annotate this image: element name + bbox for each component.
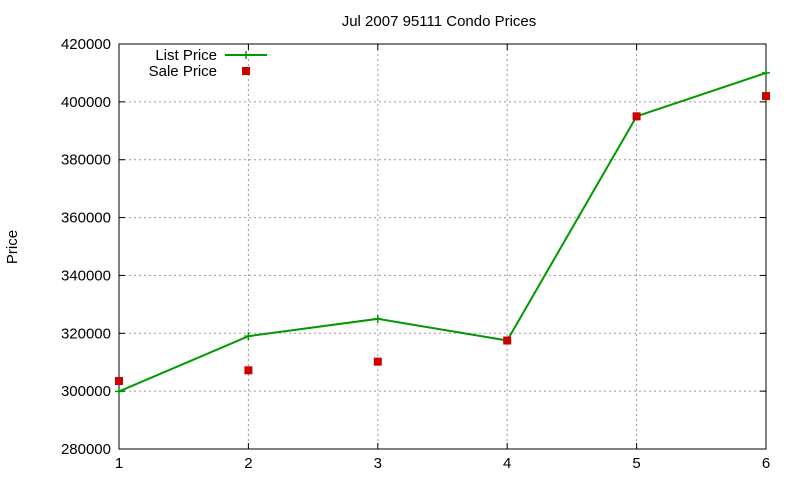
legend-label-list-price: List Price <box>155 47 217 64</box>
y-tick-label: 400000 <box>61 94 111 111</box>
x-tick-label: 3 <box>374 455 382 472</box>
legend-marker-list-price <box>242 51 250 59</box>
y-tick-label: 280000 <box>61 441 111 458</box>
chart-title: Jul 2007 95111 Condo Prices <box>342 13 537 30</box>
x-tick-label: 1 <box>115 455 123 472</box>
sale-price-point <box>115 377 123 386</box>
plot-frame <box>118 43 767 450</box>
sale-price-point <box>632 112 641 121</box>
list-price-point <box>115 387 123 396</box>
sale-price-point <box>244 366 253 375</box>
sale-price-point <box>762 92 770 101</box>
y-tick-label: 420000 <box>61 36 111 53</box>
sale-price-point <box>503 336 512 345</box>
x-tick-label: 4 <box>503 455 511 472</box>
series <box>115 68 770 396</box>
y-tick-label: 360000 <box>61 210 111 227</box>
y-tick-label: 320000 <box>61 325 111 342</box>
sale-price-point <box>373 357 382 366</box>
x-tick-label: 2 <box>244 455 252 472</box>
legend-marker-sale-price <box>242 67 250 75</box>
list-price-point <box>762 68 770 77</box>
y-tick-label: 300000 <box>61 383 111 400</box>
y-tick-label: 340000 <box>61 267 111 284</box>
list-price-line <box>118 71 767 393</box>
list-price-point <box>373 314 382 323</box>
x-tick-label: 5 <box>632 455 640 472</box>
y-tick-label: 380000 <box>61 152 111 169</box>
legend-label-sale-price: Sale Price <box>149 63 217 80</box>
x-tick-label: 6 <box>762 455 770 472</box>
y-axis-label: Price <box>4 230 21 264</box>
axes: 280000 300000 320000 340000 360000 380000 4000… <box>61 36 770 472</box>
list-price-point <box>244 332 253 341</box>
